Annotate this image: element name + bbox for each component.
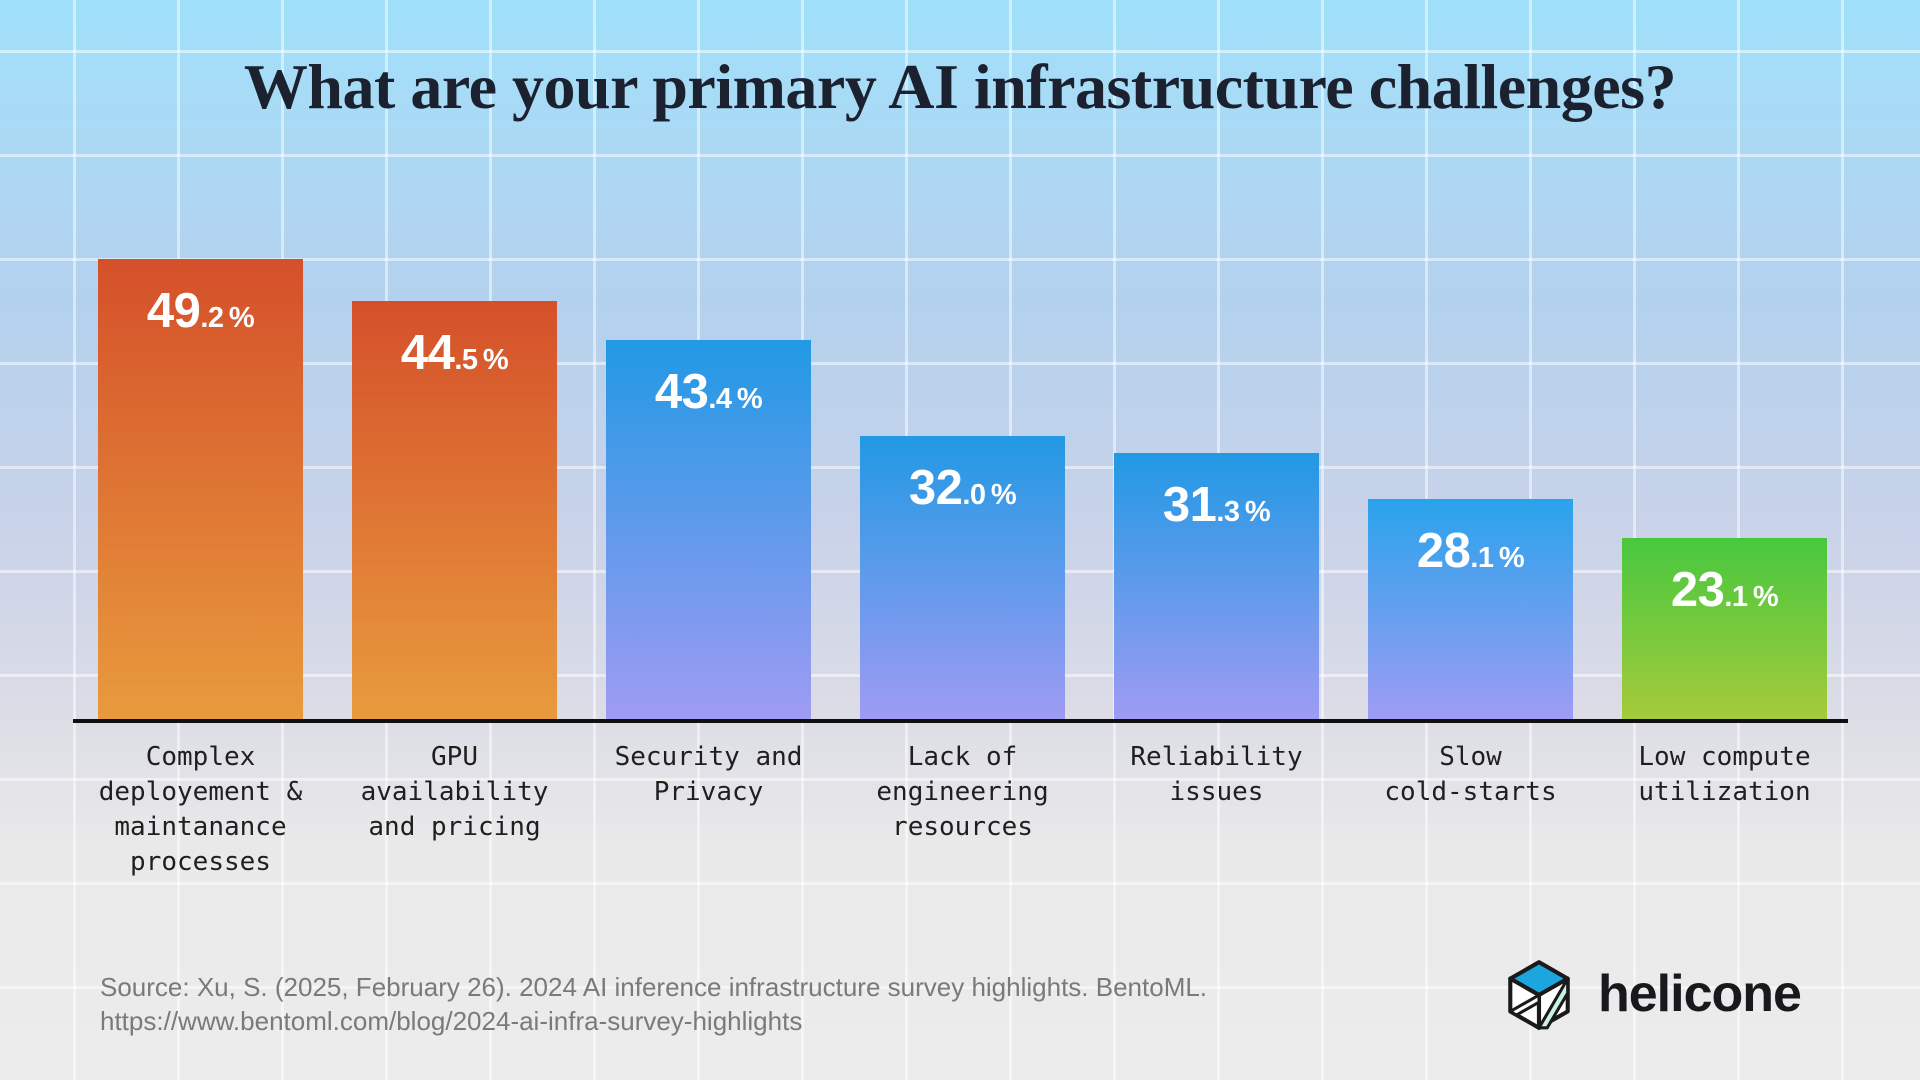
- helicone-logo-icon: [1508, 960, 1570, 1030]
- bar-category-line: Lack of: [907, 742, 1018, 772]
- bar-category-line: and pricing: [368, 812, 541, 842]
- bar-value-integer: 44: [400, 326, 455, 380]
- bar-value-integer: 31: [1162, 478, 1217, 532]
- bar-category-line: Slow: [1439, 742, 1502, 772]
- chart-title: What are your primary AI infrastructure …: [243, 51, 1677, 122]
- bar-category-line: Security and: [614, 742, 803, 772]
- bar: 31.3 %: [1114, 453, 1319, 721]
- bar-category-label: Complex deployement & maintanance processes: [51, 740, 351, 880]
- bar-category-label: Security and Privacy: [559, 740, 859, 810]
- bar-value-label: 44.5 %: [400, 301, 509, 380]
- bar-value-decimal-percent: .1 %: [1724, 581, 1779, 613]
- bar-category-line: Reliability: [1130, 742, 1303, 772]
- brand-wordmark: helicone: [1598, 965, 1802, 1023]
- bar-value-label: 43.4 %: [654, 340, 763, 419]
- source-citation-line2: https://www.bentoml.com/blog/2024-ai-inf…: [100, 1006, 803, 1036]
- bar-value-decimal-percent: .4 %: [708, 383, 763, 415]
- bar-category-line: Low compute: [1638, 742, 1811, 772]
- source-citation-line1: Source: Xu, S. (2025, February 26). 2024…: [100, 972, 1208, 1002]
- bar-category-line: Complex: [145, 742, 256, 772]
- bar-category-line: engineering: [876, 777, 1049, 807]
- bar-category-label: Reliability issues: [1067, 740, 1367, 810]
- brand-lockup: helicone: [1500, 954, 1802, 1034]
- bar-category-label: GPU availability and pricing: [305, 740, 605, 845]
- bar-category-line: utilization: [1638, 777, 1811, 807]
- bar-value-integer: 43: [654, 365, 709, 419]
- bar-value-integer: 28: [1416, 524, 1471, 578]
- bar-category-line: resources: [892, 812, 1033, 842]
- bar-value-integer: 23: [1670, 563, 1725, 617]
- bar-category-line: availability: [360, 777, 549, 807]
- x-axis-line: [73, 719, 1848, 723]
- bar-value-decimal-percent: .0 %: [962, 479, 1017, 511]
- bar-category-line: issues: [1169, 777, 1264, 807]
- bar-category-line: Privacy: [653, 777, 764, 807]
- bar-value-label: 31.3 %: [1162, 453, 1271, 532]
- bar: 32.0 %: [860, 436, 1065, 721]
- bar-category-label: Lack of engineering resources: [813, 740, 1113, 845]
- bar-value-integer: 32: [908, 461, 963, 515]
- bar-value-label: 49.2 %: [146, 259, 255, 338]
- bar-value-label: 32.0 %: [908, 436, 1017, 515]
- bar-category-label: Low compute utilization: [1575, 740, 1875, 810]
- bar-value-label: 23.1 %: [1670, 538, 1779, 617]
- bar: 44.5 %: [352, 301, 557, 721]
- bar: 43.4 %: [606, 340, 811, 721]
- bar-value-integer: 49: [146, 284, 201, 338]
- bar: 28.1 %: [1368, 499, 1573, 721]
- bar-value-label: 28.1 %: [1416, 499, 1525, 578]
- bar: 49.2 %: [98, 259, 303, 721]
- bar-value-decimal-percent: .3 %: [1216, 496, 1271, 528]
- bar-category-line: maintanance: [114, 812, 287, 842]
- bar-value-decimal-percent: .1 %: [1470, 542, 1525, 574]
- bar-value-decimal-percent: .5 %: [454, 344, 509, 376]
- bar-category-label: Slow cold-starts: [1321, 740, 1621, 810]
- bar-category-line: cold-starts: [1384, 777, 1557, 807]
- bar-value-decimal-percent: .2 %: [200, 302, 255, 334]
- source-citation: Source: Xu, S. (2025, February 26). 2024…: [100, 970, 1207, 1038]
- bar: 23.1 %: [1622, 538, 1827, 721]
- bar-category-line: processes: [130, 847, 271, 877]
- bar-category-line: deployement &: [98, 777, 303, 807]
- bar-category-line: GPU: [431, 742, 478, 772]
